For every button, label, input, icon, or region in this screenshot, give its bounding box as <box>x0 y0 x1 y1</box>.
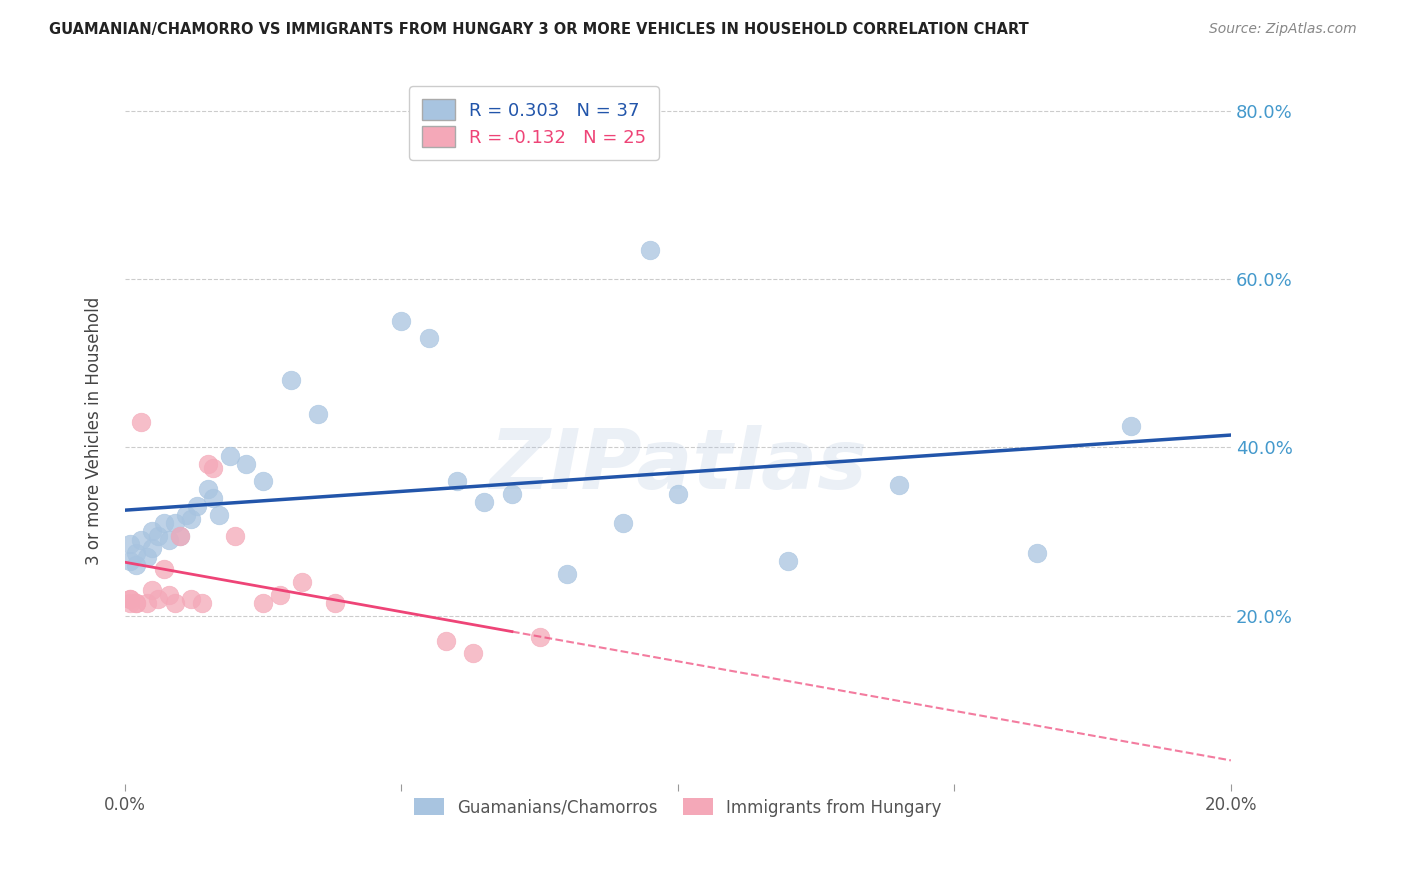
Point <box>252 596 274 610</box>
Point <box>472 495 495 509</box>
Point <box>163 596 186 610</box>
Point <box>146 529 169 543</box>
Point <box>323 596 346 610</box>
Point <box>197 457 219 471</box>
Point <box>224 529 246 543</box>
Point <box>169 529 191 543</box>
Point <box>887 478 910 492</box>
Text: GUAMANIAN/CHAMORRO VS IMMIGRANTS FROM HUNGARY 3 OR MORE VEHICLES IN HOUSEHOLD CO: GUAMANIAN/CHAMORRO VS IMMIGRANTS FROM HU… <box>49 22 1029 37</box>
Point <box>197 483 219 497</box>
Point <box>125 558 148 573</box>
Point <box>418 331 440 345</box>
Point <box>252 474 274 488</box>
Point <box>219 449 242 463</box>
Point <box>169 529 191 543</box>
Point <box>163 516 186 530</box>
Point <box>1121 419 1143 434</box>
Point <box>191 596 214 610</box>
Point <box>666 486 689 500</box>
Point <box>152 516 174 530</box>
Point <box>202 491 225 505</box>
Point <box>389 314 412 328</box>
Point <box>434 633 457 648</box>
Legend: Guamanians/Chamorros, Immigrants from Hungary: Guamanians/Chamorros, Immigrants from Hu… <box>406 790 950 825</box>
Point <box>152 562 174 576</box>
Point <box>529 630 551 644</box>
Point <box>120 591 142 606</box>
Point <box>146 591 169 606</box>
Point <box>208 508 231 522</box>
Point <box>125 545 148 559</box>
Point <box>555 566 578 581</box>
Text: Source: ZipAtlas.com: Source: ZipAtlas.com <box>1209 22 1357 37</box>
Point <box>125 596 148 610</box>
Point <box>136 596 159 610</box>
Point <box>291 574 314 589</box>
Point <box>174 508 197 522</box>
Point <box>131 415 153 429</box>
Point <box>125 596 148 610</box>
Point <box>186 500 208 514</box>
Point <box>280 373 302 387</box>
Point <box>120 596 142 610</box>
Point <box>612 516 634 530</box>
Point <box>202 461 225 475</box>
Point <box>141 524 163 539</box>
Point <box>136 549 159 564</box>
Point <box>307 407 329 421</box>
Y-axis label: 3 or more Vehicles in Household: 3 or more Vehicles in Household <box>86 296 103 565</box>
Point <box>141 541 163 556</box>
Point <box>235 457 257 471</box>
Text: ZIPatlas: ZIPatlas <box>489 425 866 507</box>
Point <box>778 554 800 568</box>
Point <box>157 533 180 547</box>
Point <box>131 533 153 547</box>
Point <box>141 583 163 598</box>
Point <box>180 591 202 606</box>
Point <box>1026 545 1049 559</box>
Point <box>269 588 291 602</box>
Point <box>120 591 142 606</box>
Point <box>446 474 468 488</box>
Point <box>120 554 142 568</box>
Point <box>120 537 142 551</box>
Point <box>180 512 202 526</box>
Point <box>638 243 661 257</box>
Point <box>463 647 485 661</box>
Point <box>157 588 180 602</box>
Point <box>501 486 523 500</box>
